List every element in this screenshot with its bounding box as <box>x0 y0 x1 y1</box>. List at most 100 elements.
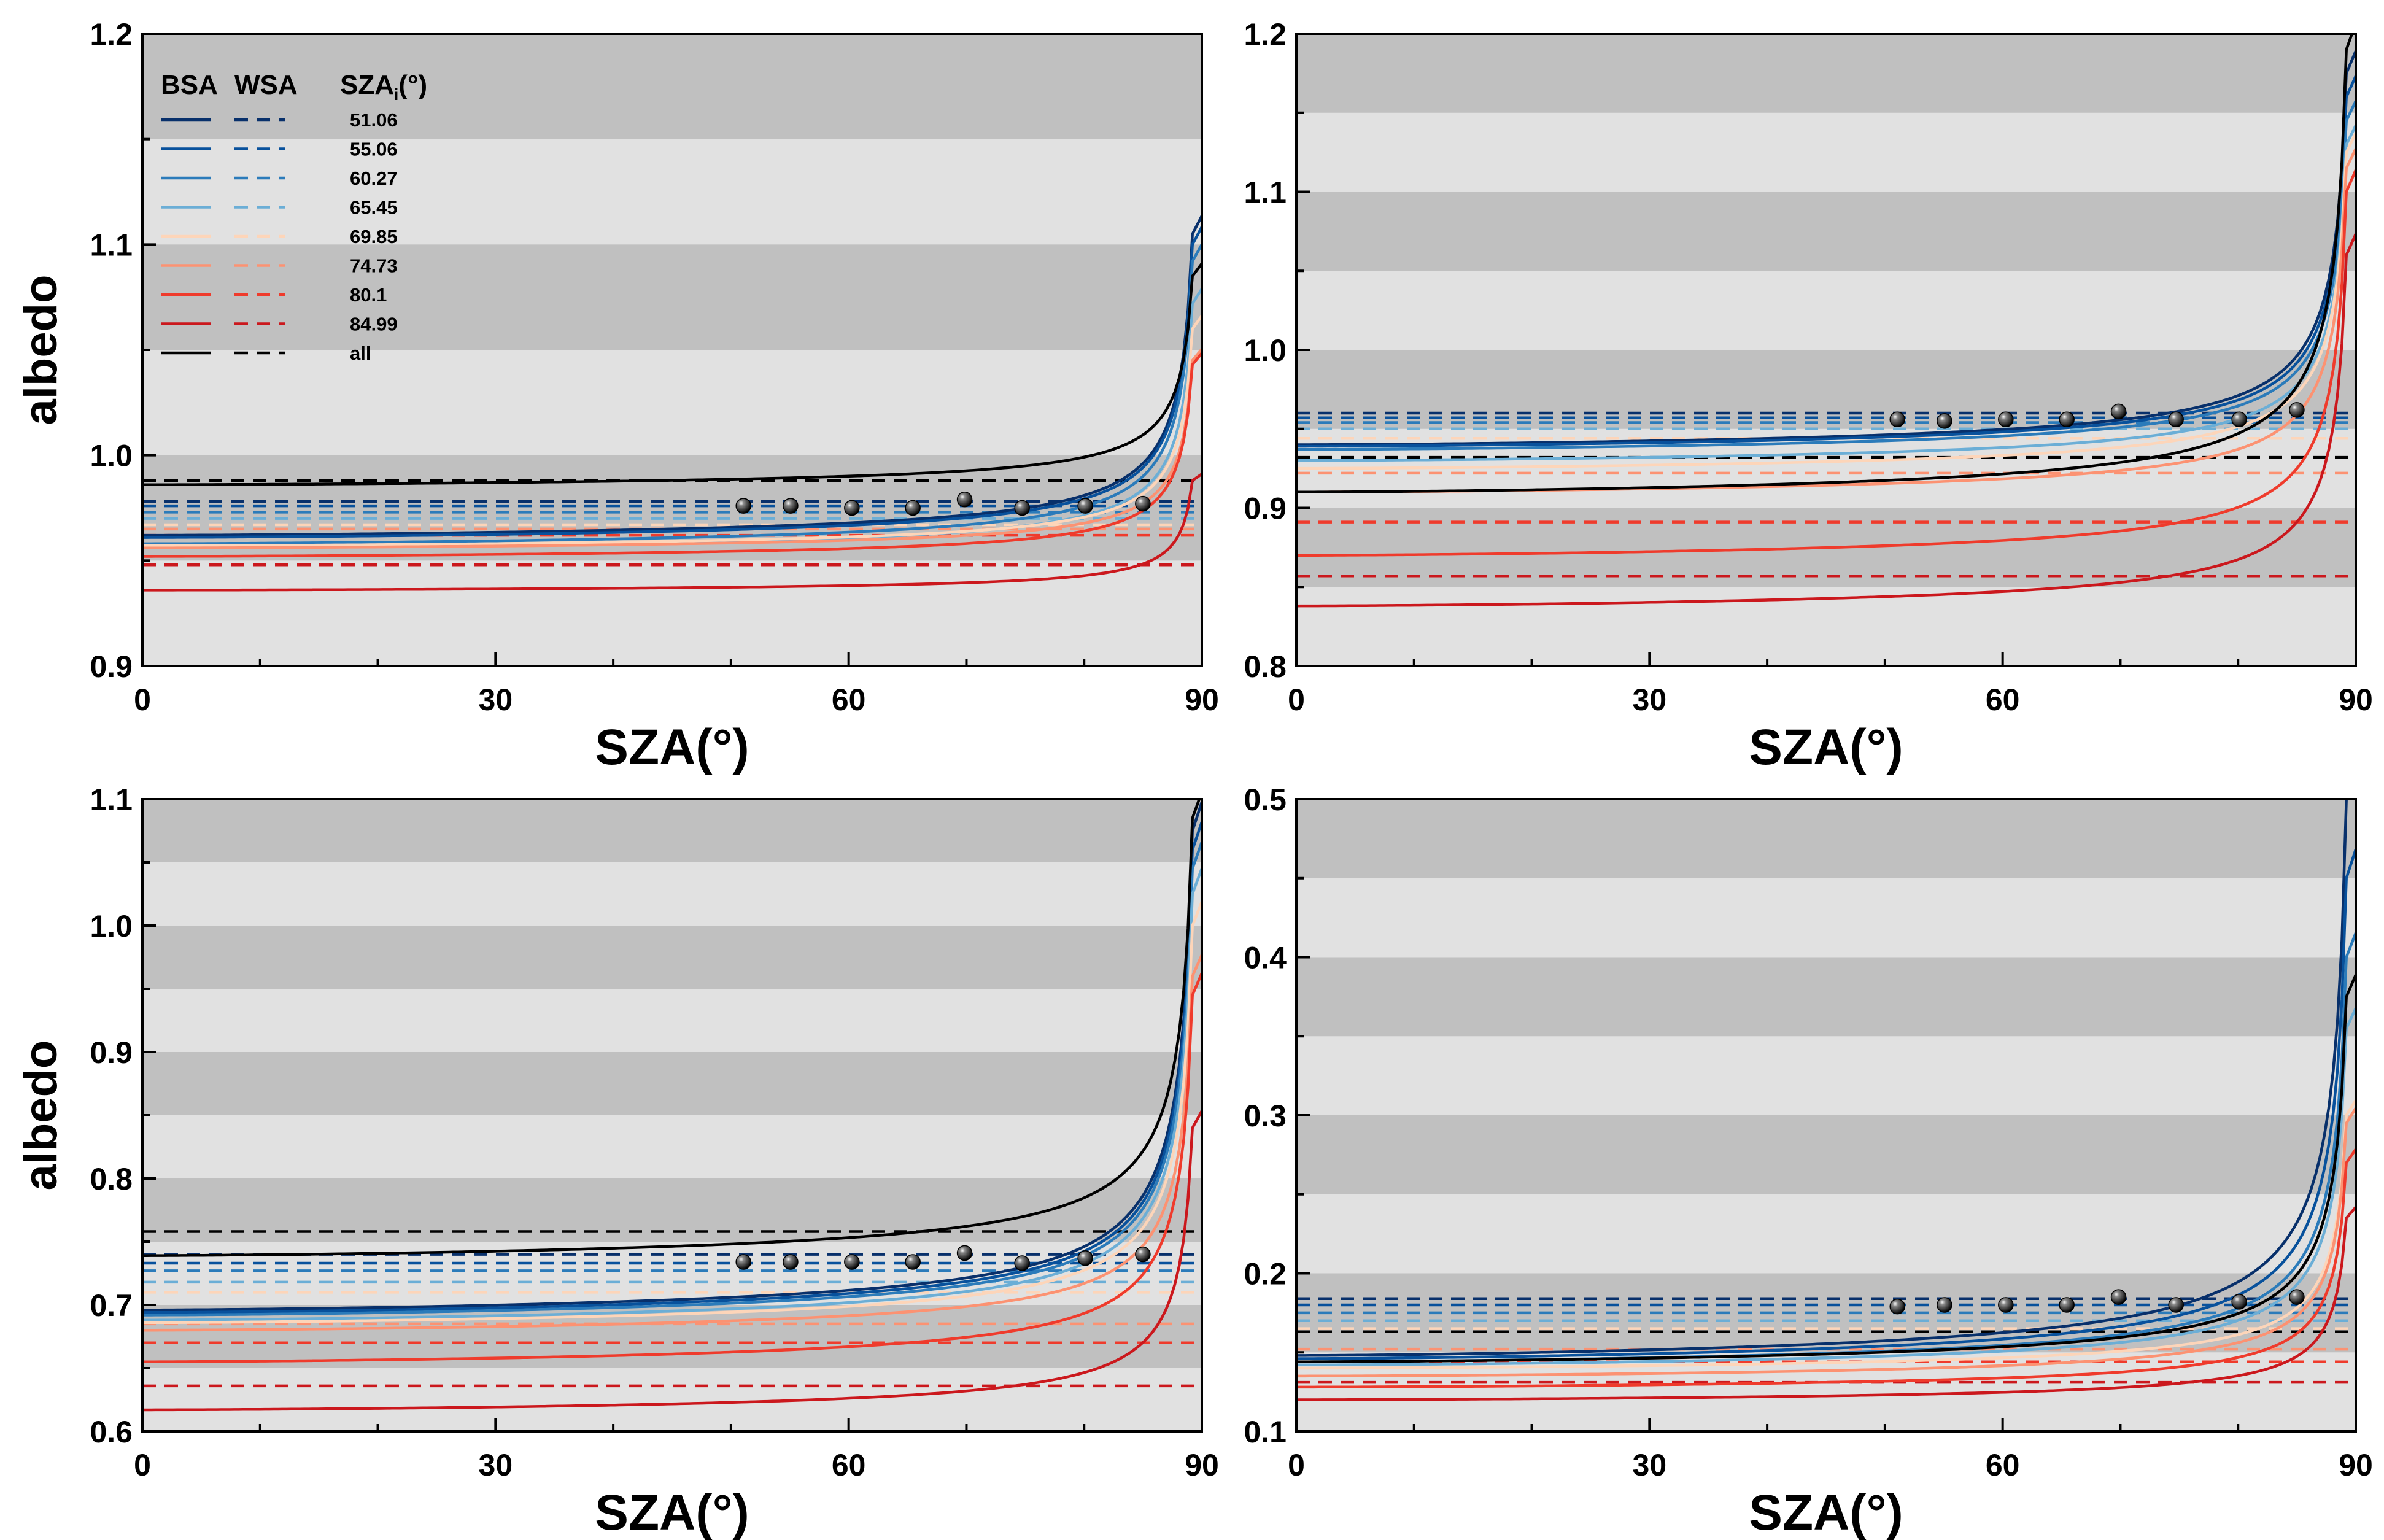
bsa-curve-84-99 <box>142 473 1202 592</box>
background-band <box>142 926 1202 989</box>
x-tick-label: 90 <box>1185 683 1219 717</box>
observed-point <box>2110 1289 2127 1305</box>
y-tick-label: 0.7 <box>90 1288 133 1323</box>
x-tick-label: 0 <box>1288 683 1305 717</box>
observed-point <box>2289 1289 2305 1305</box>
observed-point <box>2110 403 2127 420</box>
bsa-curve-55-06 <box>142 821 1202 1314</box>
background-band <box>1296 192 2356 271</box>
legend-header-sza: SZAi(°) <box>340 70 427 104</box>
y-tick-label: 1.1 <box>90 783 133 817</box>
bsa-curve-all <box>142 799 1201 1257</box>
bsa-curve-60-27 <box>142 841 1202 1317</box>
y-tick-label: 1.0 <box>90 439 133 473</box>
observed-point <box>735 498 751 514</box>
background-band <box>1296 1115 2356 1194</box>
background-band <box>142 1052 1202 1115</box>
y-axis-label: albedo <box>15 275 67 425</box>
x-tick-label: 90 <box>2339 1448 2373 1482</box>
background-band <box>1296 957 2356 1037</box>
x-tick-label: 30 <box>479 683 513 717</box>
background-band <box>142 34 1202 139</box>
observed-point <box>844 1254 860 1270</box>
bsa-curve-55-06 <box>1296 849 2356 1360</box>
x-tick-label: 0 <box>134 683 151 717</box>
observed-point <box>1937 413 1952 429</box>
legend-entry-label: 80.1 <box>350 284 387 306</box>
plot-area <box>142 799 1202 1412</box>
bsa-curve-69-85 <box>1296 133 2356 470</box>
panel-bottom-right: 0 30 60 90 0.1 0.2 0.3 0.4 0.5 SZA(°) <box>1244 783 2373 1540</box>
y-tick-label: 1.0 <box>90 909 133 943</box>
panel-top-right: 0 30 60 90 0.8 0.9 1.0 1.1 1.2 SZA(°) <box>1244 17 2372 775</box>
panels: 0 30 60 90 0.9 1.0 1.1 1.2 SZA(°) albedo 0 30 60 90 0.… <box>15 17 2373 1540</box>
bsa-curve-69-85 <box>1296 1099 2356 1370</box>
legend-entry-label: 65.45 <box>350 197 398 219</box>
observed-point <box>1077 498 1093 514</box>
bsa-curve-74-73 <box>1296 1107 2356 1378</box>
observed-point <box>2059 1297 2075 1313</box>
y-tick-label: 0.9 <box>90 649 133 684</box>
x-tick-label: 90 <box>1185 1448 1219 1482</box>
observed-point <box>1014 500 1030 516</box>
y-tick-label: 0.6 <box>90 1415 133 1449</box>
background-band <box>1296 799 2356 878</box>
bsa-curve-84-99 <box>1296 233 2356 608</box>
y-tick-label: 0.3 <box>1244 1099 1287 1133</box>
bsa-curve-all <box>1296 34 2354 494</box>
bsa-curve-65-45 <box>1296 1007 2356 1367</box>
observed-point <box>956 492 973 508</box>
x-tick-label: 60 <box>832 683 866 717</box>
y-tick-label: 0.9 <box>1244 492 1287 526</box>
bsa-curve-69-85 <box>142 315 1202 548</box>
bsa-curve-all <box>142 263 1202 486</box>
observed-point <box>956 1245 973 1261</box>
x-tick-label: 60 <box>1986 683 2020 717</box>
observed-point <box>1014 1255 1030 1271</box>
x-tick-label: 30 <box>1633 1448 1667 1482</box>
observed-point <box>1077 1250 1093 1266</box>
observed-point <box>1937 1297 1952 1313</box>
background-band <box>142 799 1202 862</box>
legend-entry-label: 60.27 <box>350 168 398 189</box>
panel-bottom-left: 0 30 60 90 0.6 0.7 0.8 0.9 1.0 1.1 SZA(°) albedo <box>15 783 1219 1540</box>
y-tick-label: 1.2 <box>90 17 133 52</box>
y-tick-label: 1.0 <box>1244 333 1287 368</box>
background-band <box>1296 34 2356 113</box>
y-tick-label: 0.8 <box>1244 649 1287 684</box>
x-tick-label: 90 <box>2339 683 2373 717</box>
bsa-curve-65-45 <box>142 868 1202 1321</box>
y-tick-label: 0.9 <box>90 1035 133 1070</box>
x-tick-label: 30 <box>479 1448 513 1482</box>
y-tick-label: 0.8 <box>90 1162 133 1196</box>
background-band <box>142 1178 1202 1242</box>
bsa-curve-84-99 <box>1296 1206 2356 1401</box>
panel-top-left: 0 30 60 90 0.9 1.0 1.1 1.2 SZA(°) albedo <box>15 17 1219 775</box>
observed-point <box>2231 411 2247 428</box>
observed-point <box>1998 1297 2014 1313</box>
observed-point <box>1889 411 1905 428</box>
legend-entry-label: 51.06 <box>350 109 398 131</box>
x-tick-label: 60 <box>832 1448 866 1482</box>
observed-point <box>1135 1246 1151 1263</box>
bsa-curve-74-73 <box>142 348 1202 549</box>
bsa-curve-65-45 <box>1296 125 2356 462</box>
observed-point <box>844 500 860 516</box>
observed-point <box>2231 1294 2247 1310</box>
bsa-curve-80-1 <box>142 352 1202 558</box>
x-axis-label: SZA(°) <box>595 719 749 775</box>
y-tick-label: 0.4 <box>1244 941 1287 975</box>
observed-point <box>783 498 799 514</box>
y-tick-label: 0.1 <box>1244 1415 1287 1449</box>
background-band <box>1296 1273 2356 1353</box>
observed-point <box>2289 402 2305 418</box>
observed-point <box>905 500 921 516</box>
observed-point <box>783 1254 799 1270</box>
legend-entry-label: all <box>350 342 371 364</box>
x-axis-label: SZA(°) <box>595 1485 749 1540</box>
legend-entry-label: 74.73 <box>350 255 398 277</box>
observed-point <box>1889 1298 1905 1315</box>
plot-area <box>142 215 1202 592</box>
bsa-curve-84-99 <box>142 1110 1202 1412</box>
y-tick-label: 1.1 <box>1244 176 1287 210</box>
